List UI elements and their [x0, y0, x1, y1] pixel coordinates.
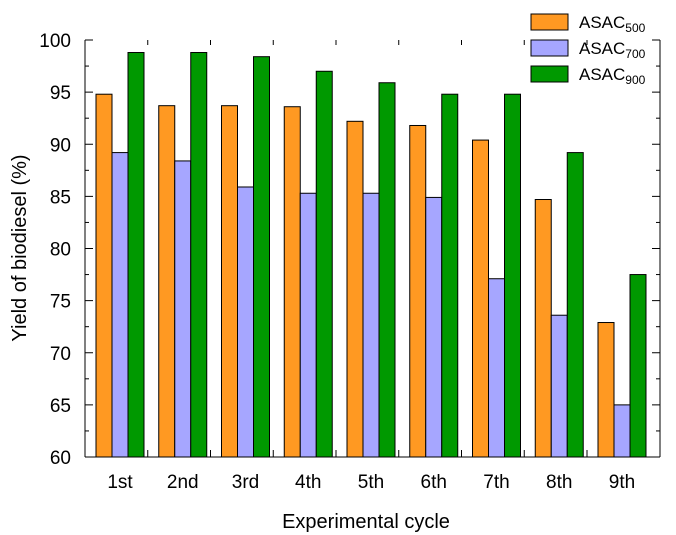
bar-700-6th	[425, 196, 443, 458]
bar-700-4th	[299, 192, 317, 458]
bar-700-2nd	[174, 160, 192, 458]
x-tick-label: 2nd	[167, 472, 199, 493]
bar-500-5th	[346, 120, 364, 458]
bar-700-5th	[362, 192, 380, 458]
bar-900-9th	[629, 274, 647, 458]
legend-label-900: ASAC900	[579, 65, 646, 87]
bar-700-8th	[550, 314, 568, 458]
x-tick-label: 3rd	[232, 472, 259, 493]
bar-500-8th	[534, 199, 552, 458]
y-tick-label: 85	[50, 187, 71, 208]
legend-swatch-700	[530, 39, 569, 57]
bar-700-3rd	[237, 186, 254, 458]
bar-900-6th	[441, 93, 459, 458]
bar-700-9th	[613, 404, 631, 458]
bar-900-1st	[127, 52, 145, 458]
x-tick-label: 1st	[107, 472, 133, 493]
x-ticks-group: 1st 2nd 3rd 4th 5th 6th 7th 8th 9th	[107, 40, 635, 493]
bar-900-4th	[315, 70, 333, 458]
y-tick-label: 70	[50, 344, 71, 365]
bar-900-2nd	[190, 52, 208, 458]
y-tick-label: 65	[50, 396, 71, 417]
bar-700-1st	[111, 152, 129, 458]
y-tick-label: 80	[50, 240, 71, 261]
y-tick-label: 90	[50, 135, 71, 156]
bar-500-2nd	[158, 105, 176, 458]
y-ticks-group: 60 65 70 75 80 85 90 95 100	[39, 31, 660, 469]
legend-label-700: ASAC700	[579, 39, 646, 61]
legend-swatch-500	[530, 13, 569, 31]
x-tick-label: 8th	[546, 472, 572, 493]
bar-500-6th	[409, 124, 427, 458]
legend: ASAC500 ASAC700 ASAC900	[530, 13, 646, 87]
x-tick-label: 5th	[358, 472, 384, 493]
x-tick-label: 9th	[609, 472, 635, 493]
y-tick-label: 60	[50, 448, 71, 469]
bar-900-5th	[378, 82, 396, 458]
bar-900-3rd	[253, 56, 270, 458]
bar-500-4th	[283, 106, 301, 458]
bar-500-7th	[472, 139, 489, 458]
legend-swatch-900	[530, 65, 569, 83]
x-tick-label: 6th	[421, 472, 447, 493]
bar-500-3rd	[221, 105, 238, 458]
x-tick-label: 7th	[483, 472, 509, 493]
bar-700-7th	[488, 278, 505, 458]
y-axis-title: Yield of biodiesel (%)	[9, 154, 31, 341]
y-tick-label: 100	[39, 31, 71, 52]
y-tick-label: 95	[50, 83, 71, 104]
bar-900-7th	[504, 93, 521, 458]
bar-500-1st	[95, 93, 113, 458]
bar-900-8th	[566, 152, 584, 458]
legend-label-500: ASAC500	[579, 13, 646, 35]
bars-group	[95, 52, 647, 458]
x-tick-label: 4th	[295, 472, 321, 493]
bar-500-9th	[597, 322, 615, 458]
y-tick-label: 75	[50, 292, 71, 313]
x-axis-title: Experimental cycle	[282, 511, 450, 533]
